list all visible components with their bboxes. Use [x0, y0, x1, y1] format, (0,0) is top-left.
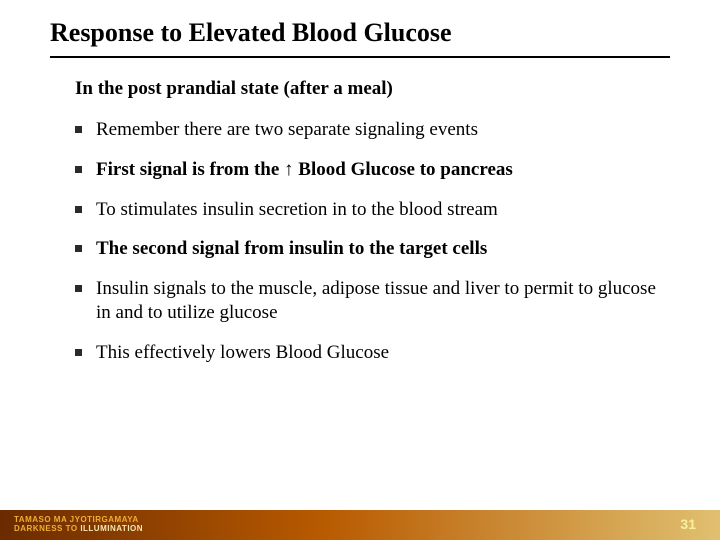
footer-line-2a: DARKNESS TO — [14, 524, 80, 533]
list-item: The second signal from insulin to the ta… — [75, 237, 660, 261]
title-area: Response to Elevated Blood Glucose — [0, 0, 720, 48]
bullet-square-icon — [75, 126, 82, 133]
list-item: Insulin signals to the muscle, adipose t… — [75, 277, 660, 325]
bullet-text: First signal is from the ↑ Blood Glucose… — [96, 158, 513, 182]
bullet-square-icon — [75, 245, 82, 252]
footer-line-2: DARKNESS TO ILLUMINATION — [14, 525, 143, 534]
bullet-text: This effectively lowers Blood Glucose — [96, 341, 389, 365]
list-item: Remember there are two separate signalin… — [75, 118, 660, 142]
bullet-list: Remember there are two separate signalin… — [75, 118, 660, 364]
bullet-text: The second signal from insulin to the ta… — [96, 237, 487, 261]
bullet-text: Remember there are two separate signalin… — [96, 118, 478, 142]
list-item: To stimulates insulin secretion in to th… — [75, 198, 660, 222]
bullet-text: To stimulates insulin secretion in to th… — [96, 198, 498, 222]
subtitle: In the post prandial state (after a meal… — [75, 78, 660, 100]
bullet-square-icon — [75, 349, 82, 356]
slide: Response to Elevated Blood Glucose In th… — [0, 0, 720, 540]
bullet-text: Insulin signals to the muscle, adipose t… — [96, 277, 660, 325]
list-item: First signal is from the ↑ Blood Glucose… — [75, 158, 660, 182]
content-area: In the post prandial state (after a meal… — [0, 58, 720, 364]
bullet-square-icon — [75, 166, 82, 173]
footer-text: TAMASO MA JYOTIRGAMAYA DARKNESS TO ILLUM… — [0, 516, 143, 534]
footer-bar: TAMASO MA JYOTIRGAMAYA DARKNESS TO ILLUM… — [0, 510, 720, 540]
footer-line-2b: ILLUMINATION — [80, 524, 143, 533]
slide-title: Response to Elevated Blood Glucose — [50, 18, 720, 48]
bullet-square-icon — [75, 285, 82, 292]
list-item: This effectively lowers Blood Glucose — [75, 341, 660, 365]
bullet-square-icon — [75, 206, 82, 213]
page-number: 31 — [680, 516, 696, 532]
